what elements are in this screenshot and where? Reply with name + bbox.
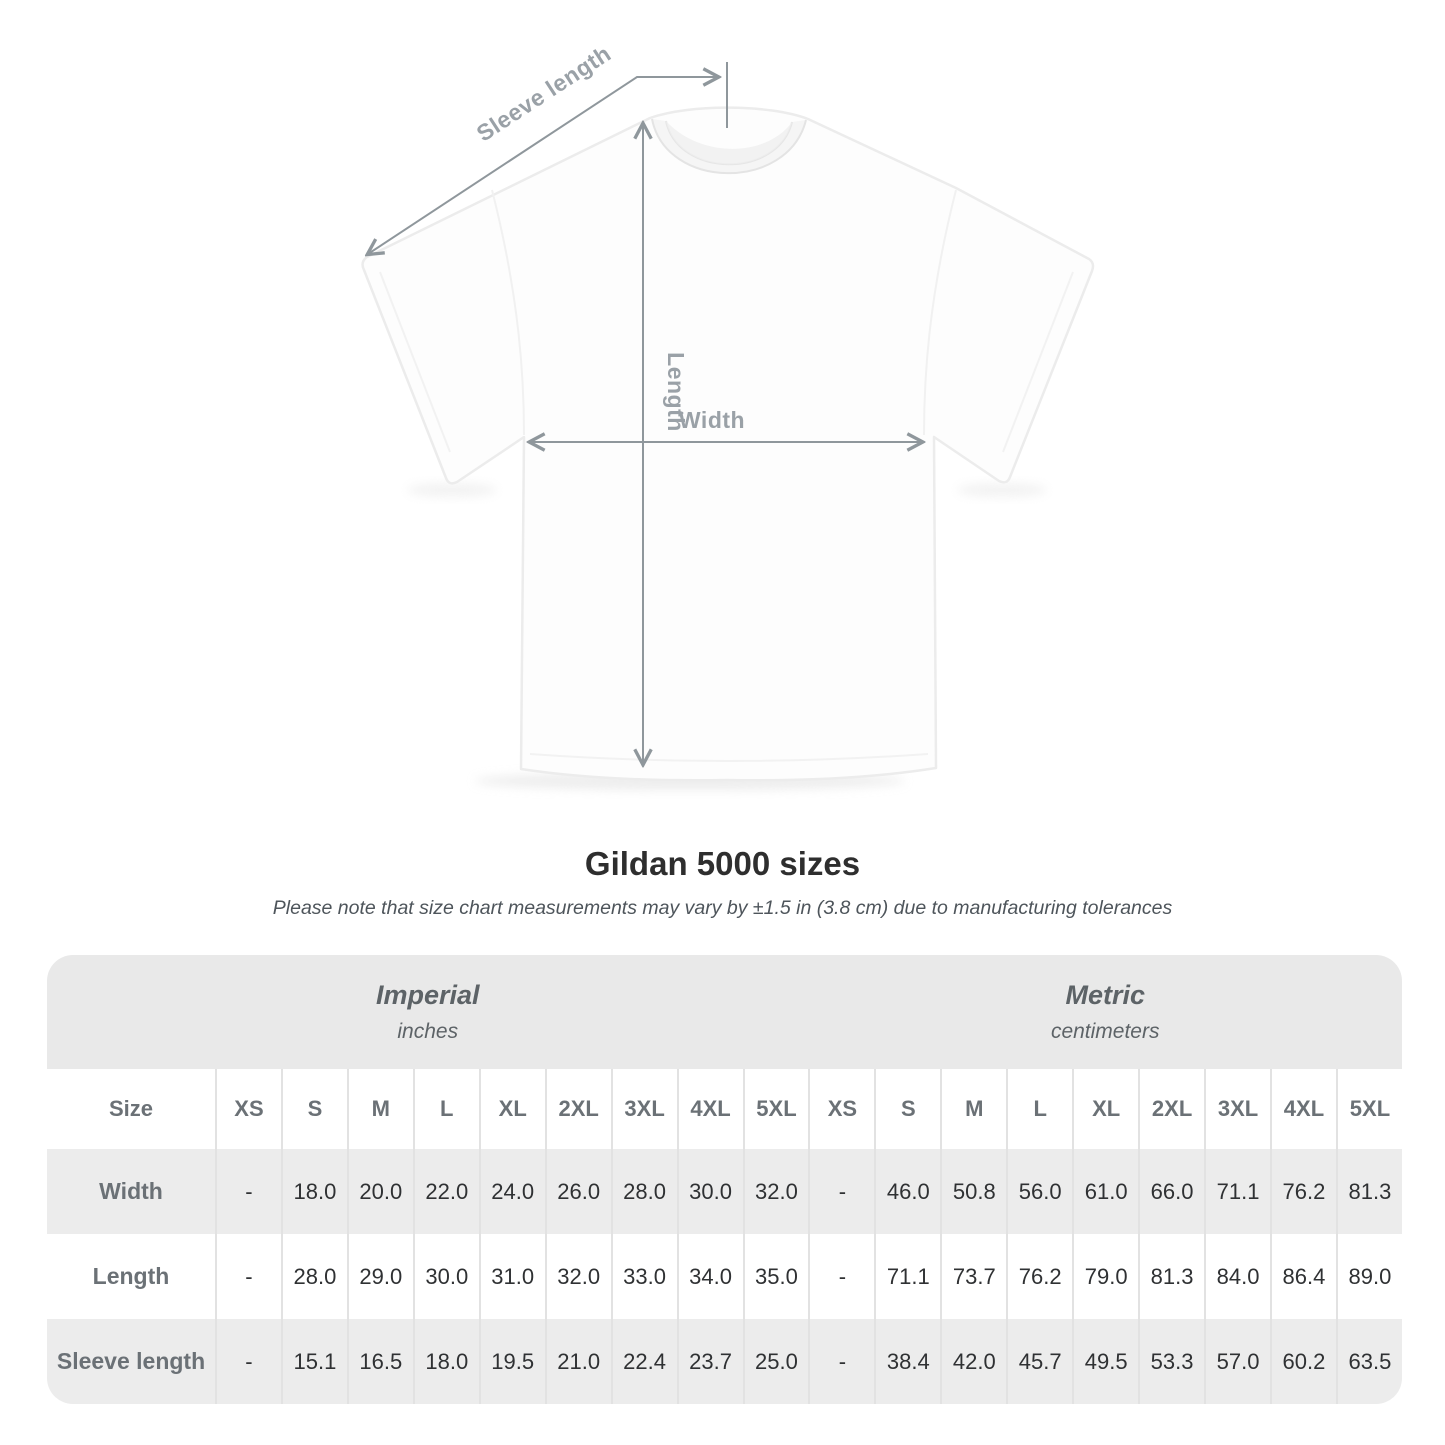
unit-header-imperial: Imperial inches (47, 955, 809, 1069)
size-chart: Imperial inches Metric centimeters Size … (47, 955, 1402, 1404)
tshirt-illustration: Sleeve length Length Width (361, 40, 1095, 790)
value-cell: 81.3 (1335, 1149, 1402, 1234)
size-header-cell: 4XL (676, 1069, 743, 1149)
value-cell: 45.7 (1006, 1319, 1073, 1404)
value-cell: 49.5 (1072, 1319, 1139, 1404)
size-header-cell: S (280, 1069, 347, 1149)
size-header-cell: L (1006, 1069, 1073, 1149)
value-cell: - (215, 1319, 281, 1404)
value-cell: 76.2 (1270, 1149, 1336, 1234)
size-header-cell: 3XL (1204, 1069, 1270, 1149)
value-cell: 66.0 (1138, 1149, 1205, 1234)
sleeve-length-label: Sleeve length (472, 40, 616, 147)
size-header-cell: L (412, 1069, 479, 1149)
size-header-cell: 2XL (1138, 1069, 1205, 1149)
value-cell: 35.0 (742, 1234, 809, 1319)
row-label: Length (47, 1234, 215, 1319)
value-cell: 79.0 (1072, 1234, 1139, 1319)
size-header-cell: 3XL (610, 1069, 677, 1149)
row-label: Width (47, 1149, 215, 1234)
size-chart-table: Imperial inches Metric centimeters Size … (47, 955, 1402, 1404)
size-header-cell: M (346, 1069, 413, 1149)
page-title: Gildan 5000 sizes (584, 845, 861, 882)
value-cell: 24.0 (478, 1149, 545, 1234)
value-cell: 21.0 (544, 1319, 611, 1404)
value-cell: - (808, 1149, 875, 1234)
value-cell: - (215, 1234, 281, 1319)
size-header-cell: XS (808, 1069, 875, 1149)
value-cell: 25.0 (742, 1319, 809, 1404)
value-cell: 81.3 (1138, 1234, 1205, 1319)
value-cell: 46.0 (874, 1149, 941, 1234)
table-row-width: Width - 18.0 20.0 22.0 24.0 26.0 28.0 30… (47, 1149, 1402, 1234)
size-header-cell: 5XL (1335, 1069, 1402, 1149)
value-cell: 28.0 (280, 1234, 347, 1319)
size-col-header: Size (47, 1069, 215, 1149)
length-label: Length (663, 352, 689, 432)
value-cell: 16.5 (346, 1319, 413, 1404)
value-cell: 30.0 (676, 1149, 743, 1234)
value-cell: 32.0 (544, 1234, 611, 1319)
table-row-length: Length - 28.0 29.0 30.0 31.0 32.0 33.0 3… (47, 1234, 1402, 1319)
value-cell: 42.0 (940, 1319, 1007, 1404)
value-cell: 28.0 (610, 1149, 677, 1234)
value-cell: 20.0 (346, 1149, 413, 1234)
value-cell: 23.7 (676, 1319, 743, 1404)
value-cell: 71.1 (1204, 1149, 1270, 1234)
value-cell: 32.0 (742, 1149, 809, 1234)
size-header-cell: XL (478, 1069, 545, 1149)
value-cell: 60.2 (1270, 1319, 1336, 1404)
value-cell: 84.0 (1204, 1234, 1270, 1319)
value-cell: 18.0 (280, 1149, 347, 1234)
size-header-cell: S (874, 1069, 941, 1149)
unit-header-metric: Metric centimeters (808, 955, 1402, 1069)
unit-sub-metric: centimeters (1050, 1020, 1160, 1043)
value-cell: - (215, 1149, 281, 1234)
value-cell: 71.1 (874, 1234, 941, 1319)
value-cell: 53.3 (1138, 1319, 1205, 1404)
unit-sub-imperial: inches (397, 1020, 459, 1043)
size-header-row: Size XS S M L XL 2XL 3XL 4XL 5XL XS S M … (47, 1069, 1402, 1149)
page-subtitle: Please note that size chart measurements… (272, 897, 1173, 919)
size-header-cell: 5XL (742, 1069, 809, 1149)
size-header-cell: M (940, 1069, 1007, 1149)
value-cell: 76.2 (1006, 1234, 1073, 1319)
value-cell: 22.4 (610, 1319, 677, 1404)
unit-name-metric: Metric (1065, 980, 1145, 1010)
row-label: Sleeve length (47, 1319, 215, 1404)
value-cell: 63.5 (1335, 1319, 1402, 1404)
tshirt-measurement-figure: Sleeve length Length Width (361, 40, 1095, 790)
width-label: Width (679, 407, 745, 433)
value-cell: 89.0 (1335, 1234, 1402, 1319)
value-cell: 34.0 (676, 1234, 743, 1319)
value-cell: 31.0 (478, 1234, 545, 1319)
table-row-sleeve-length: Sleeve length - 15.1 16.5 18.0 19.5 21.0… (47, 1319, 1402, 1404)
unit-header-row: Imperial inches Metric centimeters (47, 955, 1402, 1069)
value-cell: 61.0 (1072, 1149, 1139, 1234)
value-cell: - (808, 1234, 875, 1319)
tshirt-graphic (361, 106, 1095, 782)
value-cell: 18.0 (412, 1319, 479, 1404)
value-cell: - (808, 1319, 875, 1404)
value-cell: 19.5 (478, 1319, 545, 1404)
size-header-cell: XS (215, 1069, 281, 1149)
unit-name-imperial: Imperial (375, 980, 480, 1010)
value-cell: 38.4 (874, 1319, 941, 1404)
value-cell: 33.0 (610, 1234, 677, 1319)
value-cell: 30.0 (412, 1234, 479, 1319)
value-cell: 29.0 (346, 1234, 413, 1319)
value-cell: 56.0 (1006, 1149, 1073, 1234)
size-header-cell: 4XL (1270, 1069, 1336, 1149)
value-cell: 57.0 (1204, 1319, 1270, 1404)
value-cell: 50.8 (940, 1149, 1007, 1234)
size-header-cell: XL (1072, 1069, 1139, 1149)
sleeve-length-arrow (368, 77, 718, 254)
value-cell: 26.0 (544, 1149, 611, 1234)
value-cell: 73.7 (940, 1234, 1007, 1319)
size-header-cell: 2XL (544, 1069, 611, 1149)
value-cell: 22.0 (412, 1149, 479, 1234)
value-cell: 15.1 (280, 1319, 347, 1404)
value-cell: 86.4 (1270, 1234, 1336, 1319)
